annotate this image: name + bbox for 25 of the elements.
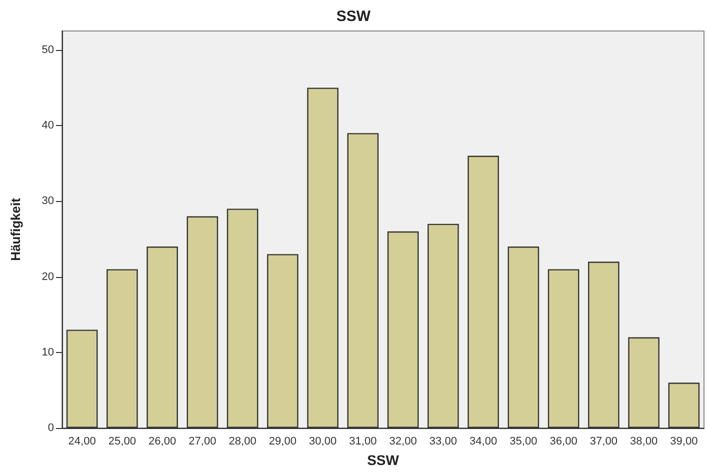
- x-tick-label: 32,00: [389, 436, 417, 448]
- y-tick-label: 0: [48, 422, 54, 434]
- x-tick-label: 33,00: [429, 436, 457, 448]
- y-tick-label: 10: [42, 346, 54, 358]
- x-tick-label: 30,00: [309, 436, 337, 448]
- x-tick-label: 26,00: [148, 436, 176, 448]
- x-axis-title: SSW: [367, 452, 400, 468]
- x-tick-label: 36,00: [550, 436, 578, 448]
- x-tick-label: 34,00: [470, 436, 498, 448]
- y-tick-label: 40: [42, 120, 54, 132]
- y-tick-label: 30: [42, 195, 54, 208]
- x-tick-label: 37,00: [590, 436, 618, 448]
- x-tick-label: 24,00: [68, 436, 96, 448]
- y-tick-label: 50: [42, 44, 54, 56]
- x-tick-label: 31,00: [349, 436, 377, 448]
- x-tick-label: 29,00: [268, 436, 296, 448]
- x-tick-label: 27,00: [188, 436, 216, 448]
- x-tick-label: 25,00: [108, 436, 136, 448]
- y-tick-label: 20: [42, 270, 54, 283]
- x-tick-label: 38,00: [630, 436, 658, 448]
- x-tick-label: 28,00: [228, 436, 256, 448]
- x-tick-label: 35,00: [510, 436, 538, 448]
- x-tick-label: 39,00: [670, 436, 698, 448]
- chart-title: SSW: [336, 8, 372, 25]
- y-axis-title: Häufigkeit: [8, 197, 23, 261]
